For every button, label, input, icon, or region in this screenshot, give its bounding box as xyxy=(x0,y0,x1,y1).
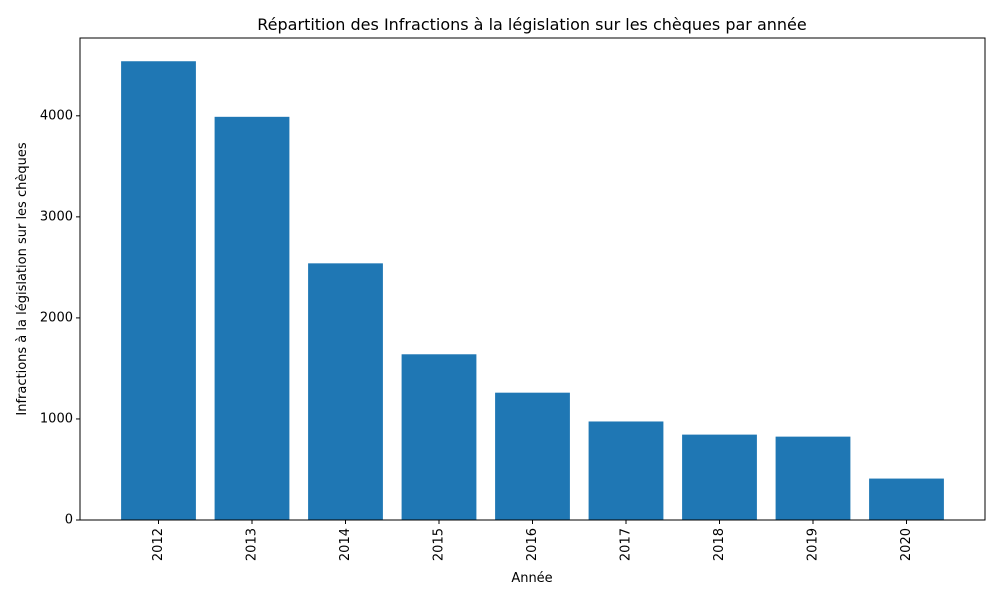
y-tick-label-4000: 4000 xyxy=(40,108,73,123)
y-axis-ticks: 0 1000 2000 3000 4000 xyxy=(40,108,80,528)
bar-2020 xyxy=(869,478,944,520)
chart-title: Répartition des Infractions à la législa… xyxy=(257,15,806,34)
bar-2016 xyxy=(495,392,570,520)
x-tick-label-2013: 2013 xyxy=(245,528,260,561)
plot-area-frame xyxy=(79,37,986,521)
x-tick-label-2020: 2020 xyxy=(899,528,914,561)
x-tick-label-2018: 2018 xyxy=(712,528,727,561)
y-tick-label-1000: 1000 xyxy=(40,411,73,426)
bar-2018 xyxy=(682,434,757,520)
bar-2019 xyxy=(775,436,851,520)
x-tick-label-2014: 2014 xyxy=(338,528,353,561)
y-tick-label-2000: 2000 xyxy=(40,310,73,325)
bar-2017 xyxy=(588,421,664,520)
x-tick-label-2019: 2019 xyxy=(806,528,821,561)
y-axis-label: Infractions à la législation sur les chè… xyxy=(15,142,30,415)
bar-2014 xyxy=(308,263,383,520)
x-axis-label: Année xyxy=(511,571,552,586)
bar-2013 xyxy=(214,116,290,520)
x-axis-ticks: 2012 2013 2014 2015 2016 2017 2018 2019 2020 xyxy=(151,520,914,561)
bar-2015 xyxy=(401,354,477,520)
y-tick-label-0: 0 xyxy=(65,513,73,528)
bars-group xyxy=(121,61,944,520)
x-tick-label-2012: 2012 xyxy=(151,528,166,561)
x-tick-label-2015: 2015 xyxy=(432,528,447,561)
y-tick-label-3000: 3000 xyxy=(40,209,73,224)
bar-2012 xyxy=(121,61,196,520)
x-tick-label-2017: 2017 xyxy=(619,528,634,561)
x-tick-label-2016: 2016 xyxy=(525,528,540,561)
